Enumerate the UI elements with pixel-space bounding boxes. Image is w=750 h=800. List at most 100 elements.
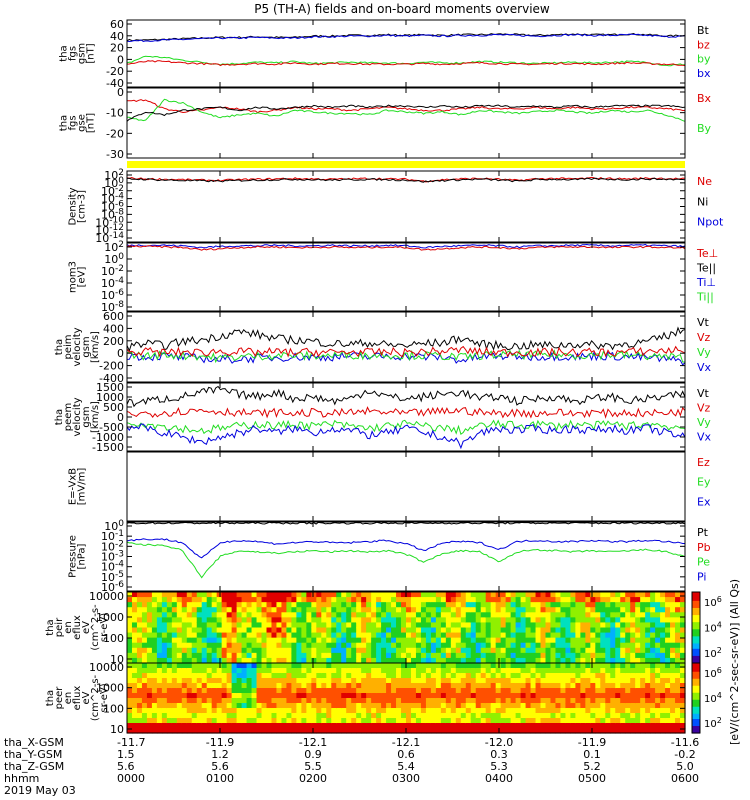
spectrogram-cell <box>201 637 208 644</box>
spectrogram-cell <box>146 708 153 714</box>
spectrogram-cell <box>361 652 367 659</box>
spectrogram-cell <box>391 688 397 694</box>
spectrogram-cell <box>585 698 591 704</box>
spectrogram-cell <box>326 652 332 659</box>
spectrogram-cell <box>336 597 342 603</box>
spectrogram-cell <box>201 693 208 699</box>
spectrogram-cell <box>525 612 532 618</box>
colorbar-cell <box>692 623 700 627</box>
y-axis-label: tha <box>54 339 65 355</box>
spectrogram-cell <box>580 592 586 598</box>
spectrogram-cell <box>645 688 651 694</box>
spectrogram-cell <box>510 703 517 709</box>
spectrogram-cell <box>630 642 636 649</box>
spectrogram-cell <box>645 622 651 629</box>
spectrogram-cell <box>600 688 606 694</box>
spectrogram-cell <box>575 642 581 649</box>
spectrogram-cell <box>386 607 392 613</box>
spectrogram-cell <box>540 678 547 684</box>
spectrogram-cell <box>216 612 223 618</box>
panel-peim_velocity: 6004002000-200-400thapeimvelocitygsm[km/… <box>54 310 712 385</box>
spectrogram-cell <box>485 627 492 634</box>
spectrogram-cell <box>371 678 377 684</box>
spectrogram-cell <box>440 642 447 649</box>
spectrogram-cell <box>246 673 253 679</box>
spectrogram-cell <box>191 627 198 634</box>
spectrogram-cell <box>161 617 168 624</box>
spectrogram-cell <box>645 698 651 704</box>
spectrogram-cell <box>565 693 572 699</box>
spectrogram-cell <box>391 718 397 724</box>
spectrogram-cell <box>560 627 567 634</box>
spectrogram-cell <box>161 688 168 694</box>
spectrogram-cell <box>226 652 233 659</box>
x-tick-label: -11.9 <box>578 736 606 749</box>
spectrogram-cell <box>640 657 646 664</box>
spectrogram-cell <box>131 703 138 709</box>
spectrogram-cell <box>336 683 342 689</box>
series-Vy <box>126 419 686 436</box>
spectrogram-cell <box>460 688 467 694</box>
spectrogram-cell <box>361 622 367 629</box>
spectrogram-cell <box>261 713 268 719</box>
legend-entry: Vy <box>697 346 711 359</box>
spectrogram-cell <box>331 698 337 704</box>
spectrogram-cell <box>475 688 482 694</box>
spectrogram-cell <box>406 622 412 629</box>
spectrogram-cell <box>425 597 432 603</box>
spectrogram-cell <box>136 688 143 694</box>
spectrogram-cell <box>520 678 527 684</box>
spectrogram-cell <box>680 657 686 664</box>
spectrogram-cell <box>500 683 507 689</box>
x-tick-label: 5.4 <box>397 760 415 773</box>
spectrogram-cell <box>171 602 178 608</box>
x-tick-label: 0.6 <box>397 748 415 761</box>
spectrogram-cell <box>391 708 397 714</box>
spectrogram-cell <box>127 663 133 669</box>
spectrogram-cell <box>316 627 322 634</box>
spectrogram-cell <box>346 657 352 664</box>
spectrogram-cell <box>341 688 347 694</box>
spectrogram-cell <box>346 637 352 644</box>
spectrogram-cell <box>415 627 422 634</box>
spectrogram-cell <box>146 592 153 598</box>
spectrogram-cell <box>391 668 397 674</box>
spectrogram-cell <box>535 713 542 719</box>
spectrogram-cell <box>401 622 407 629</box>
spectrogram-cell <box>570 622 576 629</box>
chart-title: P5 (TH-A) fields and on-board moments ov… <box>254 2 550 16</box>
spectrogram-cell <box>351 698 357 704</box>
spectrogram-cell <box>590 683 596 689</box>
spectrogram-cell <box>201 708 208 714</box>
spectrogram-cell <box>445 607 452 613</box>
spectrogram-cell <box>356 612 362 618</box>
spectrogram-cell <box>490 698 497 704</box>
spectrogram-cell <box>196 622 203 629</box>
spectrogram-cell <box>675 627 681 634</box>
spectrogram-cell <box>610 607 616 613</box>
spectrogram-cell <box>136 612 143 618</box>
spectrogram-cell <box>396 632 402 639</box>
spectrogram-cell <box>560 617 567 624</box>
spectrogram-cell <box>550 713 557 719</box>
spectrogram-cell <box>600 708 606 714</box>
spectrogram-cell <box>351 663 357 669</box>
spectrogram-cell <box>565 597 572 603</box>
spectrogram-cell <box>495 693 502 699</box>
spectrogram-cell <box>376 698 382 704</box>
spectrogram-cell <box>475 678 482 684</box>
y-tick-label: -1500 <box>92 441 124 454</box>
spectrogram-cell <box>535 647 542 654</box>
spectrogram-cell <box>670 693 676 699</box>
spectrogram-cell <box>306 612 312 618</box>
spectrogram-cell <box>470 642 477 649</box>
spectrogram-cell <box>445 632 452 639</box>
spectrogram-cell <box>376 693 382 699</box>
spectrogram-cell <box>256 698 263 704</box>
spectrogram-cell <box>301 713 307 719</box>
spectrogram-cell <box>530 612 537 618</box>
spectrogram-cell <box>680 688 686 694</box>
spectrogram-cell <box>296 622 302 629</box>
spectrogram-cell <box>386 657 392 664</box>
spectrogram-cell <box>430 642 437 649</box>
